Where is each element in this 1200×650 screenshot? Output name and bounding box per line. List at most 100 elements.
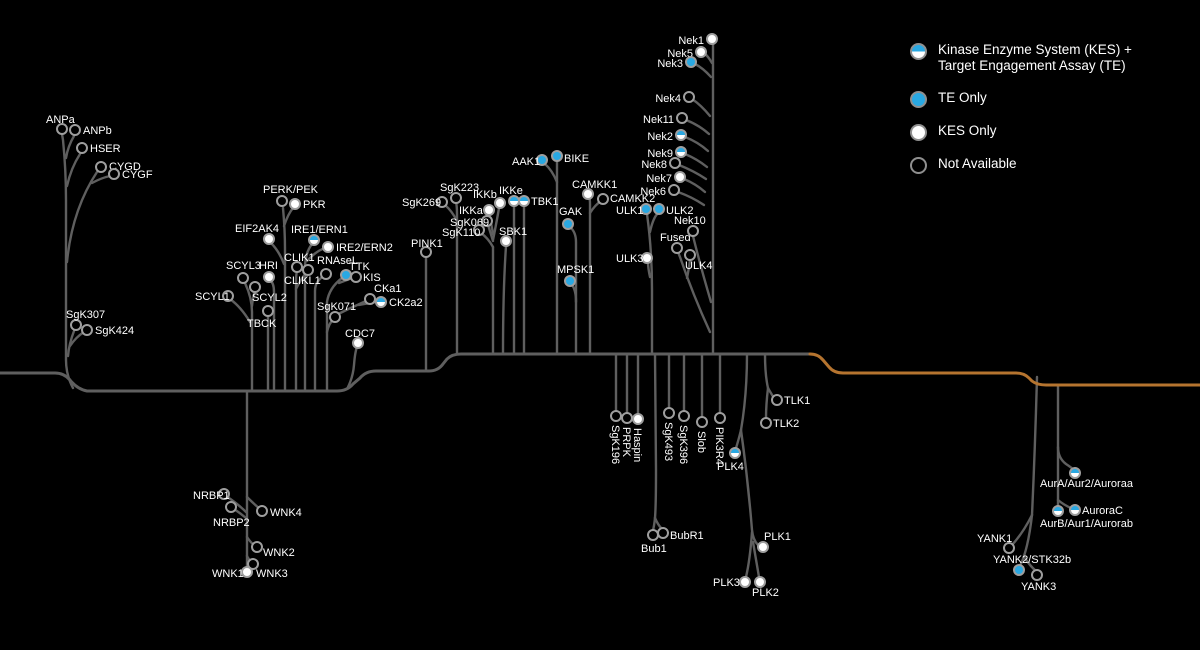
kinase-node-CKa1[interactable]	[364, 293, 376, 305]
kinase-node-PIK3R4[interactable]	[714, 412, 726, 424]
kinase-node-CLIKL1[interactable]	[302, 264, 314, 276]
kinase-node-Fused[interactable]	[671, 242, 683, 254]
kinase-node-Nek8[interactable]	[669, 157, 681, 169]
kinase-node-ANPb[interactable]	[69, 124, 81, 136]
kinase-node-SCYL1[interactable]	[222, 290, 234, 302]
kinase-node-SgK424[interactable]	[81, 324, 93, 336]
kinase-node-PKR[interactable]	[289, 198, 301, 210]
kinase-node-SgK196[interactable]	[610, 410, 622, 422]
kinase-node-Bub1[interactable]	[647, 529, 659, 541]
kinase-node-PLK4[interactable]	[729, 447, 741, 459]
kinase-node-ULK4[interactable]	[684, 249, 696, 261]
kinase-node-Slob[interactable]	[696, 416, 708, 428]
kinase-node-CAMKK2[interactable]	[597, 193, 609, 205]
kinase-node-CYGF[interactable]	[108, 168, 120, 180]
kinase-node-SBK1[interactable]	[500, 235, 512, 247]
kinase-node-EIF2AK4[interactable]	[263, 233, 275, 245]
kinase-node-CDC7[interactable]	[352, 337, 364, 349]
legend-item-not-available: Not Available	[910, 156, 1132, 174]
kinase-node-PERK/PEK[interactable]	[276, 195, 288, 207]
kinase-node-TLK1[interactable]	[771, 394, 783, 406]
kinase-label-SCYL2: SCYL2	[252, 292, 287, 304]
kinase-node-PINK1[interactable]	[420, 246, 432, 258]
node-circle	[495, 198, 505, 208]
kinase-node-TBK1[interactable]	[518, 195, 530, 207]
kinase-node-Nek5[interactable]	[695, 46, 707, 58]
kinase-node-HRI[interactable]	[263, 271, 275, 283]
kinase-node-Haspin[interactable]	[632, 413, 644, 425]
kinase-node-IKKb[interactable]	[494, 197, 506, 209]
kinase-node-AurB/Aur1/Aurorab[interactable]	[1052, 505, 1064, 517]
node-circle	[263, 306, 273, 316]
kinase-node-ULK2[interactable]	[653, 203, 665, 215]
kinase-node-Nek9[interactable]	[675, 146, 687, 158]
tree-branch	[764, 386, 770, 420]
node-ring	[320, 268, 332, 280]
kinase-label-Slob: Slob	[695, 431, 707, 453]
kinase-node-Nek4[interactable]	[683, 91, 695, 103]
kinase-label-WNK1: WNK1	[212, 568, 244, 580]
kinase-node-IRE2/ERN2[interactable]	[322, 241, 334, 253]
kinase-node-SgK307[interactable]	[70, 319, 82, 331]
kinase-node-RNAseL[interactable]	[320, 268, 332, 280]
kinase-node-BIKE[interactable]	[551, 150, 563, 162]
node-circle	[697, 417, 707, 427]
kinase-node-PLK1[interactable]	[757, 541, 769, 553]
kinase-node-NRBP2[interactable]	[225, 501, 237, 513]
kinase-node-SgK493[interactable]	[663, 407, 675, 419]
kinase-node-TLK2[interactable]	[760, 417, 772, 429]
kinase-node-TBCK[interactable]	[262, 305, 274, 317]
kinase-node-YANK1[interactable]	[1003, 542, 1015, 554]
kinase-node-Nek2[interactable]	[675, 129, 687, 141]
kinase-node-IRE1/ERN1[interactable]	[308, 234, 320, 246]
kinase-node-Nek11[interactable]	[676, 112, 688, 124]
tree-branch	[66, 329, 76, 358]
kinase-node-SgK396[interactable]	[678, 410, 690, 422]
kinase-node-BubR1[interactable]	[657, 527, 669, 539]
kinase-node-YANK2/STK32b[interactable]	[1013, 564, 1025, 576]
kinase-node-AurA/Aur2/Auroraa[interactable]	[1069, 467, 1081, 479]
kinase-node-WNK4[interactable]	[256, 505, 268, 517]
node-ring	[263, 271, 275, 283]
kinase-node-YANK3[interactable]	[1031, 569, 1043, 581]
kinase-node-SgK110[interactable]	[473, 224, 485, 236]
node-circle	[707, 34, 717, 44]
node-ring	[222, 290, 234, 302]
kinase-node-PLK2[interactable]	[754, 576, 766, 588]
kinase-node-SgK223[interactable]	[450, 192, 462, 204]
kinase-node-WNK2[interactable]	[251, 541, 263, 553]
kinase-node-SCYL3[interactable]	[237, 272, 249, 284]
kinase-node-Nek10[interactable]	[687, 225, 699, 237]
kinase-node-SgK071[interactable]	[329, 311, 341, 323]
kinase-node-PLK3[interactable]	[739, 576, 751, 588]
kinase-node-Nek7[interactable]	[674, 171, 686, 183]
kinase-node-HSER[interactable]	[76, 142, 88, 154]
kinase-node-SCYL2[interactable]	[249, 281, 261, 293]
node-ring	[276, 195, 288, 207]
kinase-node-SgK069[interactable]	[481, 215, 493, 227]
kinase-node-WNK1[interactable]	[241, 566, 253, 578]
node-ring	[663, 407, 675, 419]
kinase-node-CLIK1[interactable]	[291, 261, 303, 273]
kinase-node-KIS[interactable]	[350, 271, 362, 283]
kinase-node-CAMKK1[interactable]	[582, 188, 594, 200]
kinase-node-NRBP1[interactable]	[218, 488, 230, 500]
kinase-node-WNK3[interactable]	[247, 558, 259, 570]
kinase-node-ULK3[interactable]	[641, 252, 653, 264]
kinase-node-PRPK[interactable]	[621, 412, 633, 424]
kinase-node-AuroraC[interactable]	[1069, 504, 1081, 516]
kinase-node-MPSK1[interactable]	[564, 275, 576, 287]
kinase-node-CK2a2[interactable]	[375, 296, 387, 308]
kinase-node-IKKa[interactable]	[483, 204, 495, 216]
kinase-node-Nek1[interactable]	[706, 33, 718, 45]
kinase-node-SgK269[interactable]	[436, 196, 448, 208]
kinase-node-CYGD[interactable]	[95, 161, 107, 173]
kinase-node-AAK1[interactable]	[536, 154, 548, 166]
kinase-node-IKKe[interactable]	[508, 195, 520, 207]
kinase-node-ANPa[interactable]	[56, 123, 68, 135]
kinase-node-Nek6[interactable]	[668, 184, 680, 196]
kinase-node-Nek3[interactable]	[685, 56, 697, 68]
kinase-label-ULK4: ULK4	[685, 260, 713, 272]
kinase-node-GAK[interactable]	[562, 218, 574, 230]
kinase-node-ULK1[interactable]	[640, 203, 652, 215]
